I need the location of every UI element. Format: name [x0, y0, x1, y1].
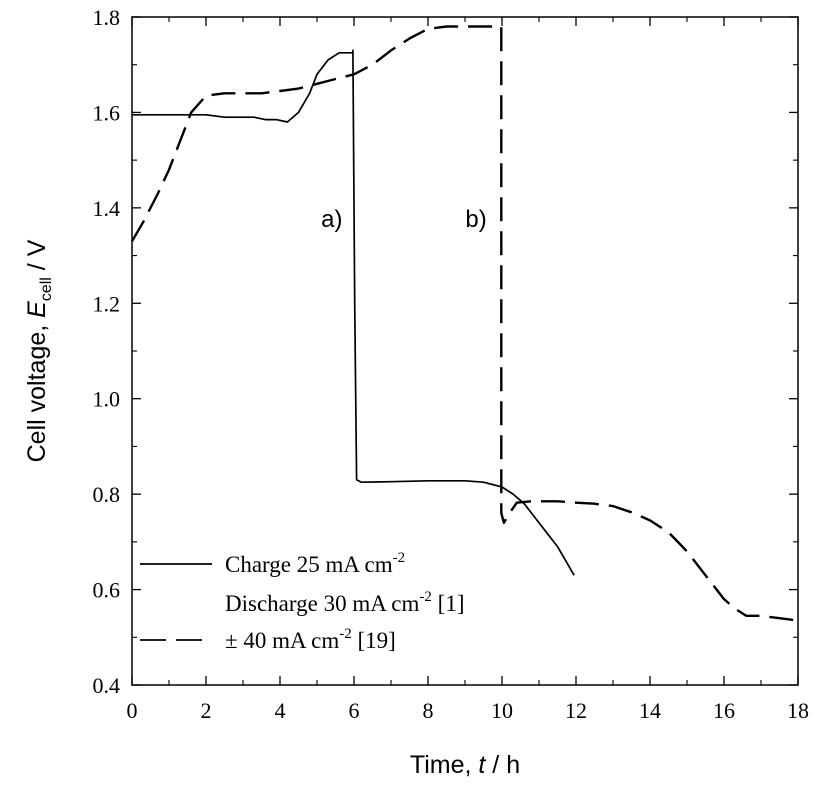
x-tick-label: 16 [713, 698, 735, 723]
legend-entry-40ma: ± 40 mA cm-2 [19] [225, 626, 396, 653]
x-axis-ticks: 0 2 4 6 8 10 12 14 16 18 [127, 17, 809, 723]
x-tick-label: 12 [565, 698, 587, 723]
annotations-layer: a) b) [321, 206, 487, 233]
y-tick-label: 1.2 [93, 291, 121, 316]
legend-entry-charge: Charge 25 mA cm-2 [225, 550, 405, 577]
y-tick-label: 1.0 [93, 387, 121, 412]
x-tick-label: 0 [127, 698, 138, 723]
legend-entry-discharge: Discharge 30 mA cm-2 [1] [225, 589, 464, 616]
legend: Charge 25 mA cm-2 Discharge 30 mA cm-2 [… [140, 550, 464, 653]
y-axis-ticks: 0.4 0.6 0.8 1.0 1.2 1.4 1.6 1.8 [93, 5, 798, 698]
x-tick-label: 10 [491, 698, 513, 723]
series-line-dashed [130, 25, 799, 622]
y-axis-label: Cell voltage, Ecell / V [23, 239, 55, 462]
x-tick-label: 2 [201, 698, 212, 723]
annotation-label: a) [321, 206, 342, 233]
y-tick-label: 1.6 [93, 100, 121, 125]
y-tick-label: 0.6 [93, 578, 121, 603]
x-tick-label: 18 [787, 698, 809, 723]
series-layer [130, 25, 799, 622]
x-axis-label: Time, t / h [410, 751, 520, 779]
y-tick-label: 0.8 [93, 482, 121, 507]
x-tick-label: 4 [275, 698, 286, 723]
y-tick-label: 0.4 [93, 673, 121, 698]
y-tick-label: 1.8 [93, 5, 121, 30]
series-line-solid [132, 49, 575, 576]
x-tick-label: 14 [639, 698, 661, 723]
y-tick-label: 1.4 [93, 196, 121, 221]
annotation-label: b) [465, 206, 486, 233]
x-tick-label: 8 [423, 698, 434, 723]
x-tick-label: 6 [349, 698, 360, 723]
